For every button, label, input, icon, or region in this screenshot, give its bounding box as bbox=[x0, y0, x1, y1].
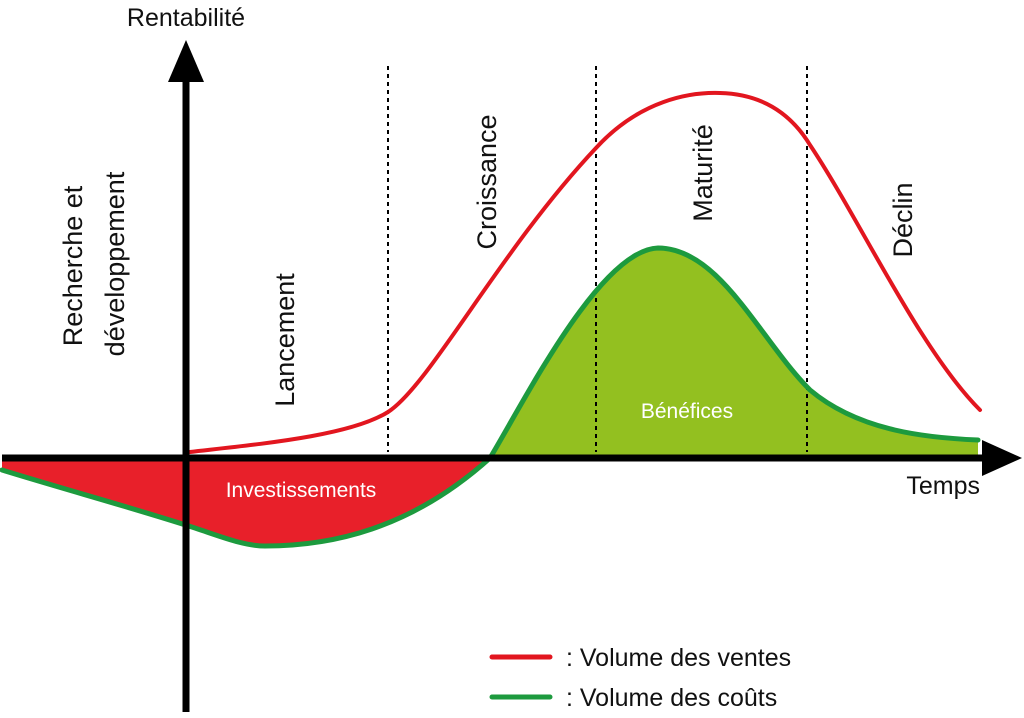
y-axis-arrow-icon bbox=[168, 40, 204, 82]
legend-label-sales: : Volume des ventes bbox=[566, 644, 791, 672]
investment-area bbox=[2, 458, 490, 546]
x-axis-title: Temps bbox=[906, 472, 980, 500]
y-axis-title: Rentabilité bbox=[127, 4, 245, 32]
phase-label-growth: Croissance bbox=[472, 114, 502, 249]
sales-curve bbox=[188, 90, 982, 454]
x-axis-arrow-icon bbox=[982, 440, 1022, 476]
cost-curve bbox=[0, 245, 981, 549]
phase-label-decline: Déclin bbox=[888, 182, 918, 257]
legend: : Volume des ventes : Volume des coûts bbox=[489, 644, 791, 712]
investments-label: Investissements bbox=[226, 479, 377, 502]
phase-label-rd-line1: Recherche et bbox=[58, 185, 88, 346]
phase-label-maturity: Maturité bbox=[688, 124, 718, 222]
profits-label: Bénéfices bbox=[641, 400, 733, 423]
phase-label-rd-line2: développement bbox=[100, 171, 130, 356]
legend-label-costs: : Volume des coûts bbox=[566, 684, 777, 712]
phase-label-launch: Lancement bbox=[270, 273, 300, 407]
profit-area bbox=[490, 248, 978, 458]
